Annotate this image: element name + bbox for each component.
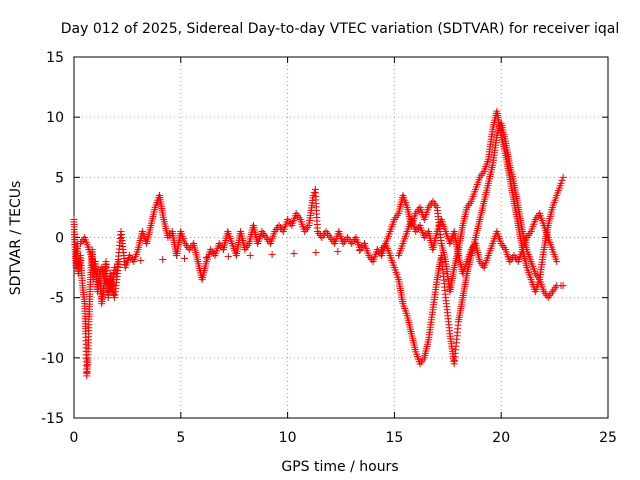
x-tick-label: 10 xyxy=(279,430,297,446)
x-tick-label: 0 xyxy=(70,430,79,446)
y-tick-label: -15 xyxy=(41,411,64,427)
data-point xyxy=(224,253,232,261)
data-point xyxy=(181,255,189,263)
data-point xyxy=(558,176,566,184)
data-point xyxy=(559,282,567,290)
data-point xyxy=(312,249,320,257)
data-point xyxy=(290,250,298,258)
data-point xyxy=(115,258,123,266)
x-tick-label: 5 xyxy=(176,430,185,446)
x-tick-label: 20 xyxy=(492,430,510,446)
data-point xyxy=(559,173,567,181)
data-point xyxy=(553,258,561,266)
data-point xyxy=(246,252,254,260)
x-tick-label: 25 xyxy=(599,430,617,446)
chart-title: Day 012 of 2025, Sidereal Day-to-day VTE… xyxy=(61,21,619,37)
data-point xyxy=(268,251,276,259)
data-point xyxy=(334,248,342,256)
y-axis-label: SDTVAR / TECUs xyxy=(8,181,24,296)
data-points xyxy=(70,107,567,380)
data-point xyxy=(202,254,210,262)
grid-lines xyxy=(74,57,608,418)
data-point xyxy=(159,256,167,264)
data-point xyxy=(310,188,318,196)
data-point xyxy=(137,257,145,265)
y-tick-label: 15 xyxy=(46,50,64,66)
y-tick-label: 5 xyxy=(55,170,64,186)
data-point xyxy=(356,247,364,255)
y-tick-label: -5 xyxy=(50,291,64,307)
x-tick-label: 15 xyxy=(385,430,403,446)
axis-ticks: 0 5 10 15 20 25 -15 -10 -5 0 5 10 15 xyxy=(41,50,617,446)
data-point xyxy=(557,179,565,187)
y-tick-label: -10 xyxy=(41,351,64,367)
y-tick-label: 0 xyxy=(55,231,64,247)
x-axis-label: GPS time / hours xyxy=(281,459,398,475)
y-tick-label: 10 xyxy=(46,110,64,126)
